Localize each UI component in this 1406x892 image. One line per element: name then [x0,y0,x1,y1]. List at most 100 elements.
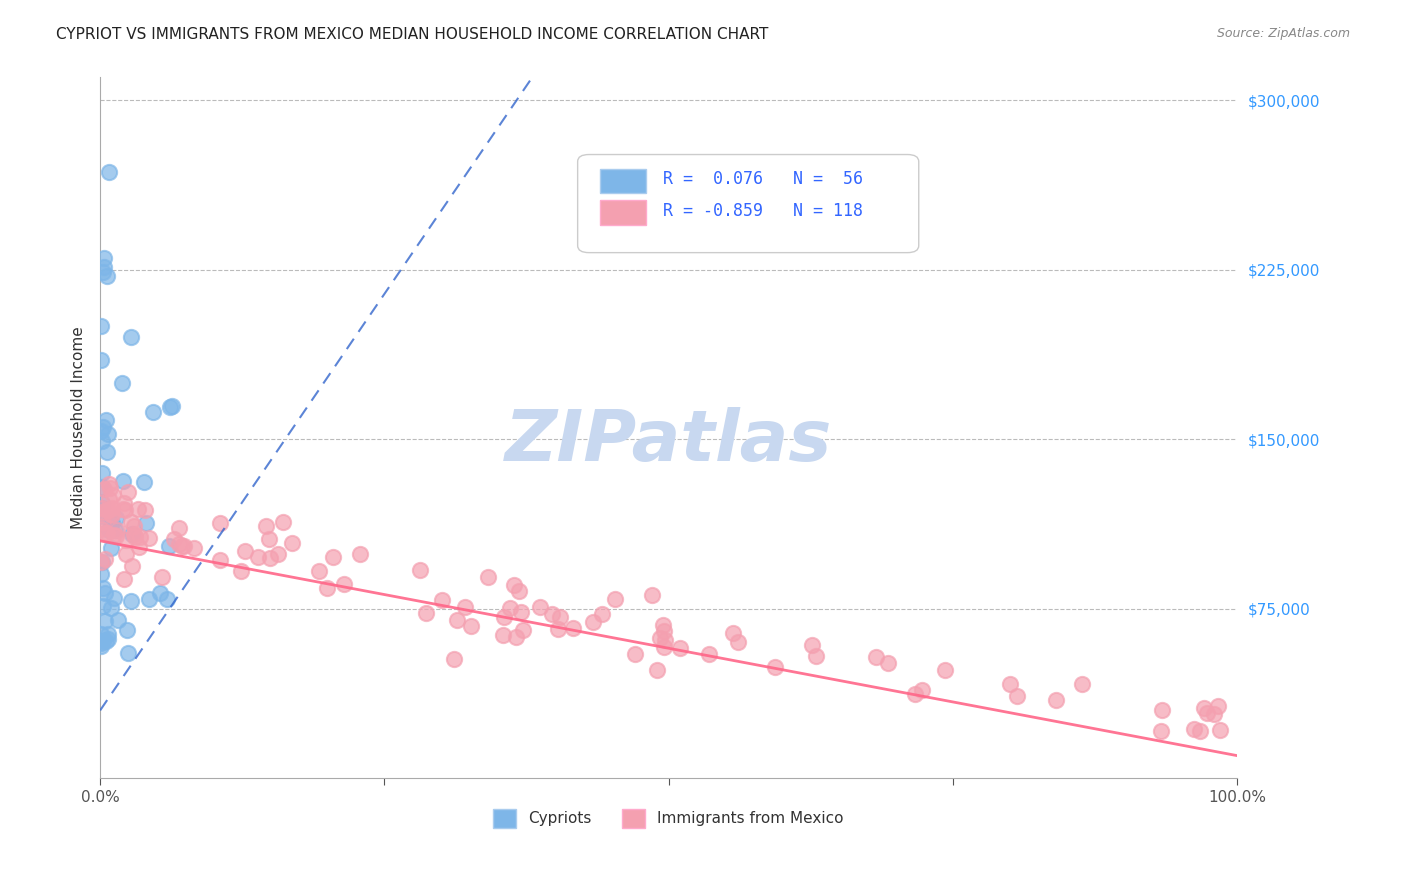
Point [652,640,675,655]
Bar [600,200,645,225]
Point [90,636,112,650]
Point [904,687,927,701]
Point [98,481,121,495]
Point [160,399,183,413]
Point [934,663,956,677]
Point [115,547,138,561]
Point [605,592,627,607]
Point [122,518,145,533]
Point [121,527,143,541]
Point [652,624,675,638]
Legend: Cypriots, Immigrants from Mexico: Cypriots, Immigrants from Mexico [486,803,851,834]
Point [103,527,125,541]
Point [865,650,887,665]
Point [454,600,477,615]
Text: CYPRIOT VS IMMIGRANTS FROM MEXICO MEDIAN HOUSEHOLD INCOME CORRELATION CHART: CYPRIOT VS IMMIGRANTS FROM MEXICO MEDIAN… [56,27,769,42]
Point [208,516,231,530]
Point [96,503,118,517]
Point [90,479,112,493]
Point [121,558,143,573]
Point [98,502,121,516]
Point [129,530,152,544]
Point [271,515,294,529]
FancyBboxPatch shape [578,154,918,252]
Point [727,635,749,649]
Point [90,508,112,523]
Point [94,525,117,540]
Point [97,627,120,641]
Point [94,551,117,566]
Point [127,502,149,516]
Point [162,532,184,546]
Point [1209,723,1232,737]
Point [512,623,534,637]
Point [97,427,120,442]
Point [94,412,117,426]
Point [90,507,112,521]
Point [308,565,330,579]
Point [96,634,118,648]
Point [669,640,692,655]
Point [103,488,125,502]
Point [547,622,569,636]
Bar [600,169,645,193]
Point [100,541,122,556]
Text: ZIPatlas: ZIPatlas [505,408,832,476]
Point [134,502,156,516]
Point [124,531,146,545]
Point [1208,699,1230,714]
Point [90,353,112,368]
Point [247,549,270,564]
Point [550,610,572,624]
Point [229,564,252,578]
Point [90,522,112,536]
Point [623,647,645,661]
Point [911,683,934,698]
Point [112,496,135,510]
Point [492,628,515,642]
Point [93,420,115,434]
Point [132,475,155,489]
Point [112,572,135,586]
Point [1195,706,1218,720]
Point [541,607,564,621]
Point [107,613,129,627]
Point [96,525,118,540]
Point [114,503,136,517]
Point [259,551,281,566]
Point [150,569,173,583]
Point [93,581,115,595]
Point [91,634,114,648]
Point [446,613,468,627]
Point [138,531,160,545]
Point [128,540,150,554]
Point [117,646,139,660]
Point [316,581,339,595]
Point [654,633,676,648]
Point [529,599,551,614]
Point [96,269,118,284]
Point [97,632,120,646]
Point [170,540,193,554]
Text: R = -0.859   N = 118: R = -0.859 N = 118 [662,202,863,219]
Point [1045,693,1067,707]
Point [156,591,179,606]
Point [415,606,437,620]
Point [1150,723,1173,738]
Point [349,547,371,561]
Point [100,501,122,516]
Point [124,527,146,541]
Point [650,632,672,646]
Point [1182,723,1205,737]
Point [90,566,112,581]
Point [169,520,191,534]
Point [1189,723,1212,738]
Point [96,445,118,459]
Point [91,555,114,569]
Point [723,625,745,640]
Point [281,536,304,550]
Point [173,539,195,553]
Point [97,165,120,179]
Point [1194,700,1216,714]
Point [499,600,522,615]
